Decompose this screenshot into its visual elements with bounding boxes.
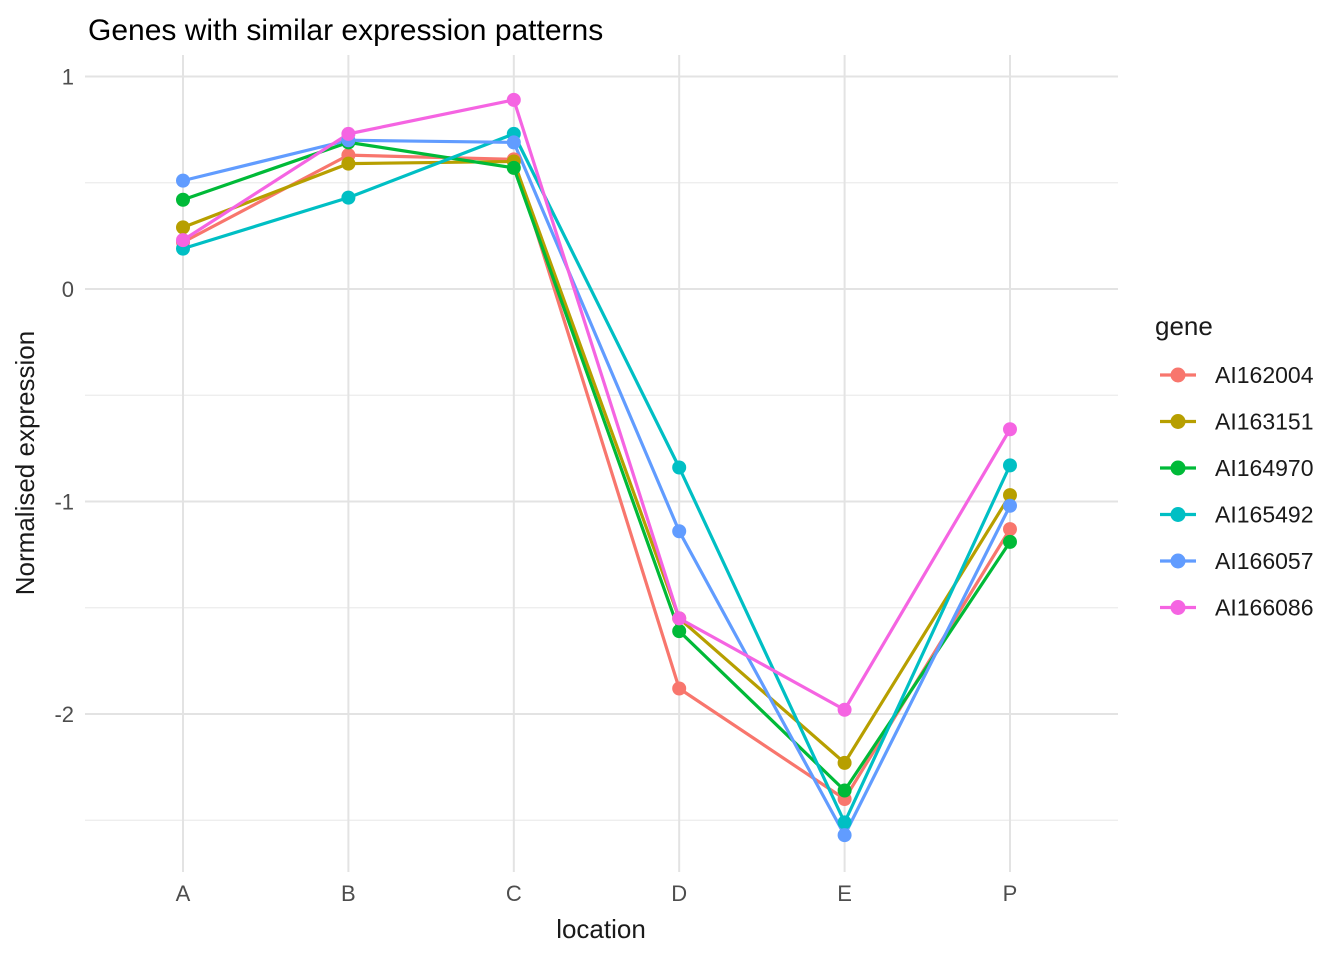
- data-point-AI165492-D: [672, 460, 687, 475]
- data-point-AI162004-D: [672, 681, 687, 696]
- y-tick-label: -2: [54, 702, 74, 727]
- legend-items: AI162004 AI163151 AI164970 AI165492 AI166057…: [1160, 362, 1314, 621]
- data-point-AI165492-E: [837, 815, 852, 830]
- series-line-AI166057: [181, 138, 1012, 837]
- x-tick-label-B: B: [341, 881, 356, 906]
- chart-title: Genes with similar expression patterns: [88, 14, 603, 47]
- legend-item-AI164970: AI164970: [1160, 455, 1313, 481]
- data-point-AI162004-P: [1003, 522, 1017, 537]
- data-point-AI166086-P: [1003, 422, 1017, 437]
- x-tick-label-E: E: [837, 881, 852, 906]
- legend-item-AI165492: AI165492: [1160, 502, 1313, 528]
- legend-key-dot: [1170, 414, 1186, 429]
- legend-item-label: AI164970: [1215, 455, 1313, 481]
- legend-item-AI166086: AI166086: [1160, 595, 1313, 621]
- legend-item-AI162004: AI162004: [1160, 362, 1314, 388]
- y-axis-title: Normalised expression: [10, 331, 40, 595]
- data-point-AI164970-D: [672, 624, 687, 639]
- legend-item-label: AI166086: [1215, 595, 1313, 621]
- legend-key-dot: [1170, 460, 1186, 476]
- x-tick-label-P: P: [1003, 881, 1018, 906]
- data-point-AI166057-E: [837, 828, 852, 843]
- legend-item-label: AI162004: [1215, 362, 1314, 388]
- legend-key-dot: [1170, 507, 1186, 522]
- series-points: [176, 92, 1017, 843]
- legend-item-label: AI163151: [1215, 409, 1313, 435]
- data-point-AI166057-D: [672, 524, 687, 539]
- data-point-AI164970-A: [176, 192, 190, 207]
- legend-item-label: AI166057: [1215, 548, 1313, 574]
- y-tick-label: -1: [54, 490, 74, 515]
- data-point-AI166086-D: [672, 611, 687, 626]
- data-point-AI166057-P: [1003, 498, 1017, 513]
- series-lines: [181, 98, 1012, 837]
- data-point-AI164970-C: [506, 160, 521, 175]
- data-point-AI163151-A: [176, 220, 190, 235]
- data-point-AI166086-E: [837, 702, 852, 717]
- series-line-AI165492: [181, 132, 1012, 824]
- data-point-AI166086-C: [506, 92, 521, 107]
- data-point-AI163151-B: [341, 156, 356, 171]
- data-point-AI163151-E: [837, 755, 852, 770]
- legend-key-dot: [1170, 600, 1186, 615]
- data-point-AI163151-P: [1003, 488, 1017, 503]
- data-point-AI166057-A: [176, 173, 190, 188]
- data-point-AI165492-P: [1003, 458, 1017, 473]
- series-line-AI162004: [181, 153, 1012, 801]
- data-point-AI164970-E: [837, 783, 852, 798]
- data-point-AI165492-B: [341, 190, 356, 205]
- legend-key-dot: [1170, 553, 1186, 569]
- data-point-AI166057-C: [506, 135, 521, 150]
- grid: [85, 55, 1118, 872]
- y-axis: 1 0 -1 -2: [54, 65, 74, 728]
- series-line-AI166086: [181, 98, 1012, 712]
- legend-item-AI166057: AI166057: [1160, 548, 1313, 574]
- legend-key-dot: [1170, 367, 1186, 383]
- y-tick-label: 1: [62, 65, 74, 90]
- legend: gene AI162004AI163151AI164970AI165492AI1…: [1155, 311, 1314, 621]
- series-line-AI163151: [181, 159, 1012, 765]
- y-tick-label: 0: [62, 277, 74, 302]
- data-point-AI166086-B: [341, 126, 356, 141]
- x-tick-label-C: C: [506, 881, 522, 906]
- legend-item-AI163151: AI163151: [1160, 409, 1313, 435]
- x-tick-label-D: D: [671, 881, 687, 906]
- x-axis-title: location: [556, 914, 646, 944]
- legend-item-label: AI165492: [1215, 502, 1313, 528]
- legend-title: gene: [1155, 311, 1213, 341]
- x-tick-label-A: A: [176, 881, 191, 906]
- data-point-AI164970-P: [1003, 534, 1017, 549]
- data-point-AI166086-A: [176, 233, 190, 248]
